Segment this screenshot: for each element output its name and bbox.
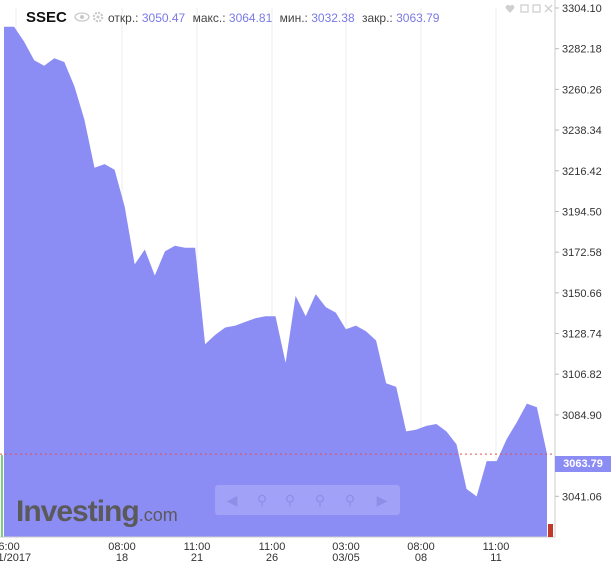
x-tick-date: 21 xyxy=(191,552,203,564)
logo-main: Investing xyxy=(16,495,140,528)
zoom-reset-icon[interactable]: ⚲ xyxy=(344,492,356,508)
scroll-right-icon[interactable]: ▶ xyxy=(376,492,388,508)
close-label: закр.: xyxy=(361,11,393,25)
y-tick-label: 3172.58 xyxy=(562,247,602,259)
minimize-icon[interactable] xyxy=(532,4,541,13)
y-tick-label: 3238.34 xyxy=(562,125,602,137)
window-controls xyxy=(505,4,553,14)
ohlc-readout: откр.: 3050.47 макс.: 3064.81 мин.: 3032… xyxy=(108,11,443,25)
x-tick-date: 11 xyxy=(490,552,501,564)
open-value: 3050.47 xyxy=(141,11,186,25)
x-tick-date: 26 xyxy=(266,552,278,564)
close-value: 3063.79 xyxy=(396,11,440,25)
x-tick-time: 11:00 xyxy=(483,541,510,553)
x-tick-time: 06:00 xyxy=(0,541,20,553)
volume-marker xyxy=(548,524,553,537)
x-tick-time: 08:00 xyxy=(407,541,435,553)
y-axis: 3304.10 3282.18 3260.26 3238.34 3216.42 3194.… xyxy=(554,0,602,537)
investing-logo: Investing.com xyxy=(16,495,178,529)
y-tick-label: 3216.42 xyxy=(562,166,602,178)
y-tick-label: 3260.26 xyxy=(562,84,602,96)
eye-icon[interactable] xyxy=(74,12,90,22)
y-tick-label: 3194.50 xyxy=(562,206,602,218)
price-area xyxy=(4,26,547,537)
heart-icon[interactable] xyxy=(505,4,515,14)
volume-marker-left xyxy=(1,455,3,537)
high-value: 3064.81 xyxy=(228,11,273,25)
open-label: откр.: xyxy=(108,11,139,25)
scroll-left-icon[interactable]: ◀ xyxy=(226,492,238,508)
logo-suffix: .com xyxy=(138,505,178,525)
x-tick-time: 11:00 xyxy=(184,541,211,553)
high-label: макс.: xyxy=(192,11,226,25)
last-price-tag: 3063.79 xyxy=(555,456,611,472)
symbol-title: SSEC xyxy=(26,9,67,26)
x-tick-date: 03/05 xyxy=(332,552,360,564)
low-label: мин.: xyxy=(279,11,308,25)
gear-icon[interactable] xyxy=(92,11,104,23)
x-tick-time: 11:00 xyxy=(259,541,286,553)
x-axis: 06:0004/11/201708:001811:002111:002603:0… xyxy=(0,536,555,564)
y-tick-label: 3282.18 xyxy=(562,44,602,56)
zoom-in-icon[interactable]: ⚲ xyxy=(256,492,268,508)
zoom-toolbar: ◀ ⚲ ⚲ ⚲ ⚲ ▶ xyxy=(215,485,400,515)
x-tick-time: 08:00 xyxy=(108,541,136,553)
y-tick-label: 3128.74 xyxy=(562,329,602,341)
y-tick-label: 3084.90 xyxy=(562,410,602,422)
close-icon[interactable] xyxy=(544,4,553,13)
x-tick-date: 04/11/2017 xyxy=(0,552,31,564)
low-value: 3032.38 xyxy=(311,11,355,25)
x-tick-time: 03:00 xyxy=(332,541,360,553)
zoom-out-icon[interactable]: ⚲ xyxy=(284,492,296,508)
y-tick-label: 3150.66 xyxy=(562,288,602,300)
y-tick-label: 3041.06 xyxy=(562,491,602,503)
zoom-in-alt-icon[interactable]: ⚲ xyxy=(314,492,326,508)
y-tick-label: 3106.82 xyxy=(562,369,602,381)
x-tick-date: 08 xyxy=(415,552,427,564)
maximize-icon[interactable] xyxy=(520,4,529,13)
x-tick-date: 18 xyxy=(116,552,128,564)
y-tick-label: 3304.10 xyxy=(562,3,602,15)
